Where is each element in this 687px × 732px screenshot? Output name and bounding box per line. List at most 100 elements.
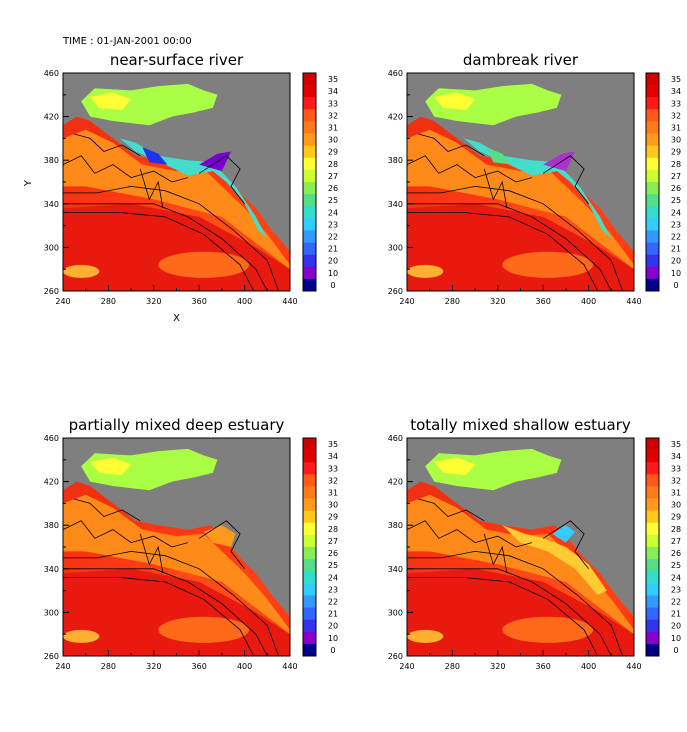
x-tick-label: 400 [237,662,252,671]
colorbar-swatch [303,194,316,207]
contour-line [418,498,485,522]
colorbar-swatch [303,73,316,86]
colorbar-swatch [646,510,659,524]
colorbar-label: 21 [671,610,681,619]
bay-warm-patch [90,92,132,111]
colorbar-label: 21 [328,245,338,254]
x-tick-label: 240 [55,297,70,306]
colorbar-swatch [303,85,316,98]
colorbar-frame [302,72,317,292]
panel-title: partially mixed deep estuary [69,416,285,434]
contour-line [418,133,485,157]
orange-band [407,129,634,270]
colorbar-label: 31 [671,124,681,133]
colorbar-swatch [303,498,316,511]
colorbar-swatch [646,73,659,86]
colorbar-label: 34 [328,87,338,96]
colorbar-label: 34 [671,87,681,96]
colorbar-swatch [646,522,659,536]
x-tick-label: 360 [192,297,207,306]
warm-eddy [63,264,100,278]
x-tick-label: 280 [101,297,116,306]
colorbar-label: 34 [328,452,338,461]
contour-line [407,568,612,657]
x-tick-label: 280 [445,662,460,671]
colorbar-label: 20 [671,622,681,631]
river-outflow [142,147,168,165]
colorbar-label: 28 [671,525,681,534]
warm-eddy [502,616,594,643]
colorbar-swatch [646,218,659,231]
colorbar-swatch [646,242,659,255]
colorbar-label: 32 [671,111,681,120]
colorbar-swatch [646,145,659,159]
x-tick-label: 440 [282,297,297,306]
bay-warm-patch [434,92,476,111]
colorbar-label: 33 [328,99,338,108]
colorbar-swatch [646,462,659,475]
colorbar-swatch [303,450,316,463]
colorbar-swatch [303,230,316,243]
contour-line [407,185,623,292]
warm-eddy [502,251,594,278]
x-tick-label: 240 [55,662,70,671]
colorbar-label: 27 [671,172,681,181]
colorbar-swatch [646,230,659,243]
contour-line [63,185,279,292]
colorbar-swatch [303,218,316,231]
contour-line [407,577,599,657]
colorbar-swatch [646,583,659,596]
colorbar-label: 22 [328,598,338,607]
colorbar-swatch [303,206,316,219]
colorbar-label: 26 [671,184,681,193]
x-axis-label: X [173,313,180,324]
colorbar-frame [302,437,317,657]
colorbar-swatch [303,242,316,255]
colorbar-label: 30 [328,136,338,145]
contour-line [407,212,599,292]
y-tick-label: 260 [388,652,403,661]
colorbar-label: 25 [328,561,338,570]
contour-line [62,155,189,183]
colorbar-label: 30 [671,501,681,510]
contour-line [483,168,508,209]
contour-line [542,155,589,205]
y-axis-label: Y [23,179,34,187]
river-mouth [199,151,231,172]
panel-title: dambreak river [463,51,579,69]
contour-line [139,533,164,574]
y-tick-label: 300 [44,608,59,617]
y-tick-label: 340 [388,200,403,209]
y-tick-label: 460 [388,434,403,443]
colorbar-swatch [303,571,316,584]
colorbar-swatch [646,133,659,146]
colorbar-swatch [646,206,659,219]
colorbar-label: 20 [328,622,338,631]
colorbar-swatch [303,254,316,268]
estuary-plume [502,525,607,595]
colorbar-swatch [303,547,316,560]
colorbar-label: 31 [671,489,681,498]
warm-eddy [63,629,100,643]
colorbar-label: 34 [671,452,681,461]
y-tick-label: 460 [44,434,59,443]
colorbar-label: 27 [328,537,338,546]
colorbar-label: 28 [328,160,338,169]
colorbar-swatch [646,534,659,548]
colorbar-swatch [646,450,659,463]
colorbar-label: 24 [328,573,338,582]
colorbar-swatch [646,109,659,122]
colorbar-label: 27 [671,537,681,546]
colorbar-label: 10 [671,269,681,278]
y-tick-label: 300 [44,243,59,252]
orange-band [63,494,290,635]
colorbar-swatch [303,583,316,596]
colorbar-swatch [303,619,316,633]
colorbar-swatch [303,109,316,122]
contour-line [74,133,141,157]
river-outflow [486,147,512,165]
colorbar-swatch [646,631,659,645]
y-tick-label: 460 [44,69,59,78]
